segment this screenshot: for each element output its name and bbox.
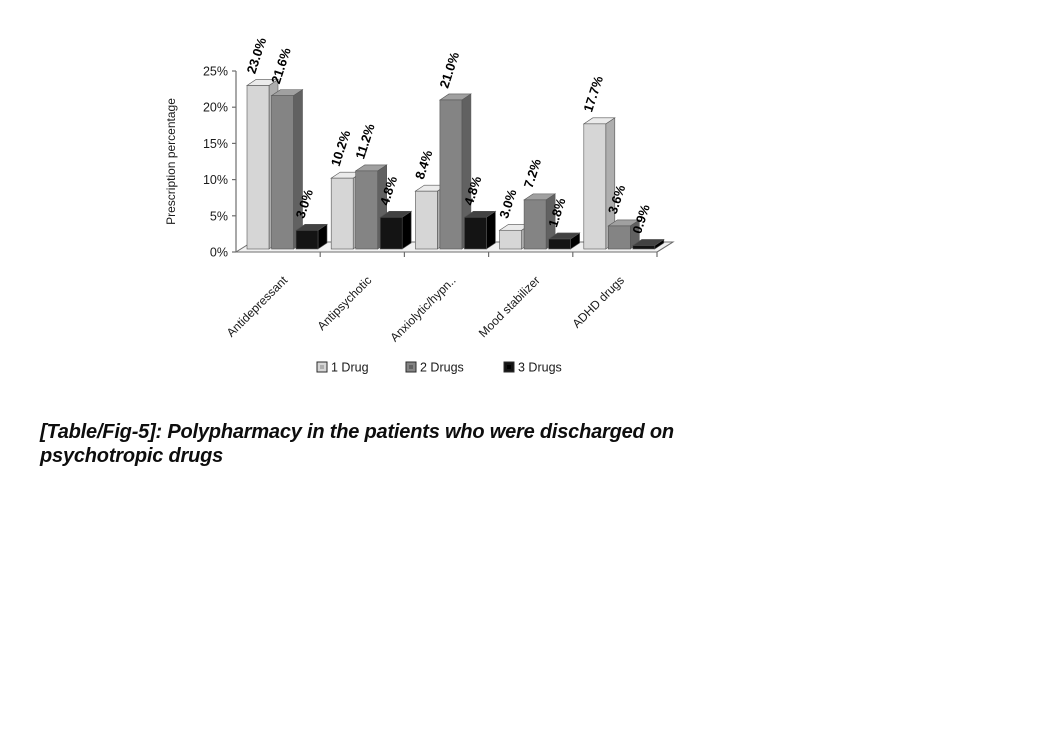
y-tick-label: 10% [203, 173, 228, 187]
bar-side-3-drugs-antipsychotic [401, 210, 412, 250]
bar-value-label-3-drugs-adhd-drugs: 0.9% [629, 202, 653, 235]
bar-2-drugs-anxiolytic-hypn [439, 99, 463, 250]
legend-label-1-drug: 1 Drug [331, 361, 369, 375]
legend-key-inner-2-drugs-icon [409, 365, 413, 369]
bar-3-drugs-antidepressant [295, 229, 319, 250]
bar-value-label-2-drugs-antipsychotic: 11.2% [352, 121, 378, 160]
x-category-label-antipsychotic: Antipsychotic [315, 273, 375, 333]
bar-3-drugs-anxiolytic-hypn [464, 216, 487, 250]
y-axis-title: Prescription percentage [164, 98, 178, 225]
bar-3-drugs-adhd-drugs [632, 245, 656, 250]
legend-key-inner-1-drug-icon [320, 365, 324, 369]
legend-label-2-drugs: 2 Drugs [420, 361, 464, 375]
bar-2-drugs-mood-stabilizer [523, 199, 547, 250]
bar-value-label-2-drugs-antidepressant: 21.6% [268, 45, 294, 85]
bar-1-drug-mood-stabilizer [499, 229, 522, 250]
bar-value-label-1-drug-antipsychotic: 10.2% [328, 128, 354, 168]
bar-side-3-drugs-anxiolytic-hypn [486, 210, 496, 250]
y-tick-label: 20% [203, 101, 228, 115]
bar-value-label-1-drug-antidepressant: 23.0% [244, 35, 270, 75]
x-category-label-adhd-drugs: ADHD drugs [569, 273, 627, 331]
bar-1-drug-adhd-drugs [583, 123, 607, 250]
legend-label-3-drugs: 3 Drugs [518, 361, 562, 375]
bar-3-drugs-mood-stabilizer [548, 238, 571, 250]
bar-2-drugs-antipsychotic [355, 170, 379, 250]
caption-line-2: psychotropic drugs [40, 445, 224, 467]
bar-value-label-2-drugs-anxiolytic-hypn: 21.0% [436, 50, 462, 90]
x-category-label-mood-stabilizer: Mood stabilizer [476, 273, 543, 340]
bar-value-label-1-drug-anxiolytic-hypn: 8.4% [412, 148, 436, 181]
bar-side-2-drugs-antidepressant [293, 89, 303, 250]
bar-3-drugs-antipsychotic [379, 216, 403, 250]
y-tick-label: 5% [210, 209, 228, 223]
bar-value-label-2-drugs-mood-stabilizer: 7.2% [521, 157, 545, 190]
bar-1-drug-antipsychotic [330, 177, 354, 250]
floor-right-edge [656, 241, 674, 253]
y-tick-label: 15% [203, 137, 228, 151]
legend-key-inner-3-drugs-icon [507, 365, 511, 369]
y-tick-label: 0% [210, 246, 228, 260]
bar-2-drugs-adhd-drugs [607, 225, 631, 250]
y-tick-label: 25% [203, 65, 228, 79]
bar-value-label-1-drug-mood-stabilizer: 3.0% [496, 187, 520, 220]
x-category-label-antidepressant: Antidepressant [224, 273, 291, 340]
bar-1-drug-anxiolytic-hypn [415, 190, 438, 250]
polypharmacy-bar-chart: 0% 5% 10% 15% 20% 25% Prescription percentage A… [164, 35, 675, 375]
bar-2-drugs-antidepressant [271, 95, 294, 250]
caption-line-1: [Table/Fig-5]: Polypharmacy in the patie… [40, 421, 674, 443]
figure-caption: [Table/Fig-5]: Polypharmacy in the patie… [40, 420, 760, 468]
bar-1-drug-antidepressant [246, 85, 270, 250]
x-category-label-anxiolytic-hypn: Anxiolytic/hypn.. [387, 273, 458, 344]
bar-value-label-1-drug-adhd-drugs: 17.7% [580, 74, 606, 114]
